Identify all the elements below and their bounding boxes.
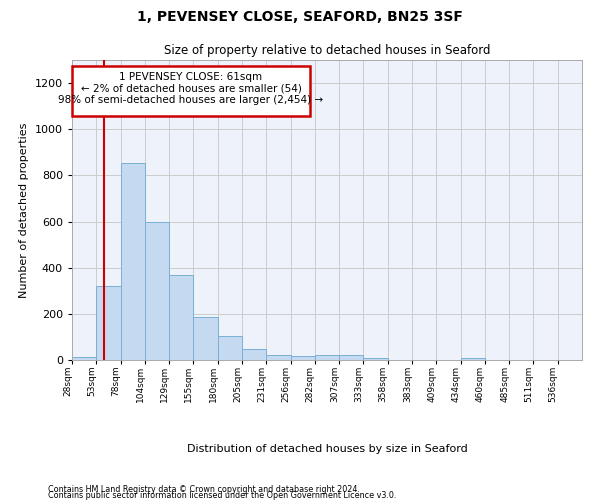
Bar — [315, 356, 339, 360]
Bar — [242, 349, 266, 360]
Bar — [290, 356, 315, 360]
Bar — [169, 274, 193, 360]
Text: 98% of semi-detached houses are larger (2,454) →: 98% of semi-detached houses are larger (… — [58, 94, 323, 104]
Text: Contains public sector information licensed under the Open Government Licence v3: Contains public sector information licen… — [48, 490, 397, 500]
Bar — [96, 286, 121, 360]
Bar — [121, 162, 145, 360]
Text: Contains HM Land Registry data © Crown copyright and database right 2024.: Contains HM Land Registry data © Crown c… — [48, 484, 360, 494]
Bar — [339, 355, 364, 360]
Bar — [145, 222, 169, 360]
Bar — [193, 318, 218, 360]
Bar — [461, 358, 485, 360]
Bar — [72, 356, 96, 360]
X-axis label: Distribution of detached houses by size in Seaford: Distribution of detached houses by size … — [187, 444, 467, 454]
Bar — [218, 336, 242, 360]
Y-axis label: Number of detached properties: Number of detached properties — [19, 122, 29, 298]
Text: ← 2% of detached houses are smaller (54): ← 2% of detached houses are smaller (54) — [80, 83, 301, 93]
Bar — [72, 66, 310, 116]
Bar — [266, 355, 290, 360]
Text: 1, PEVENSEY CLOSE, SEAFORD, BN25 3SF: 1, PEVENSEY CLOSE, SEAFORD, BN25 3SF — [137, 10, 463, 24]
Bar — [364, 358, 388, 360]
Title: Size of property relative to detached houses in Seaford: Size of property relative to detached ho… — [164, 44, 490, 58]
Text: 1 PEVENSEY CLOSE: 61sqm: 1 PEVENSEY CLOSE: 61sqm — [119, 72, 263, 82]
